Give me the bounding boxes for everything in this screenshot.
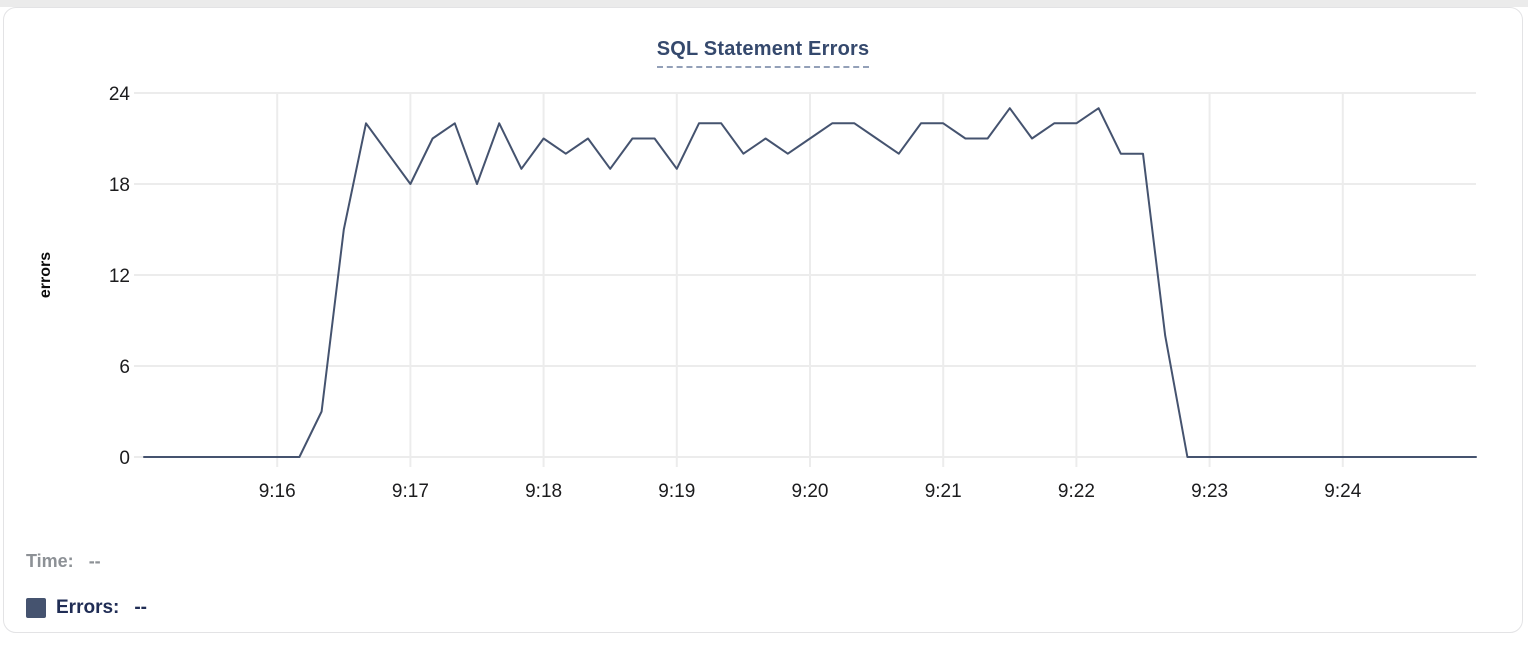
time-readout-label: Time: xyxy=(26,551,74,571)
time-readout-value: -- xyxy=(88,551,101,571)
chart-title[interactable]: SQL Statement Errors xyxy=(656,38,870,68)
svg-text:9:24: 9:24 xyxy=(1324,481,1361,502)
svg-text:9:22: 9:22 xyxy=(1058,481,1095,502)
svg-text:9:19: 9:19 xyxy=(658,481,695,502)
svg-text:0: 0 xyxy=(119,448,130,469)
time-readout-row: Time: -- xyxy=(26,551,101,572)
svg-text:9:23: 9:23 xyxy=(1191,481,1228,502)
svg-text:6: 6 xyxy=(119,357,130,378)
svg-text:9:18: 9:18 xyxy=(525,481,562,502)
svg-text:9:17: 9:17 xyxy=(392,481,429,502)
sql-errors-line-chart[interactable]: 0 6 12 18 24 9:16 9:17 9:18 9:19 9:20 9:21 9:22 9:23… xyxy=(4,8,1528,520)
svg-text:9:21: 9:21 xyxy=(925,481,962,502)
svg-text:24: 24 xyxy=(109,84,131,105)
svg-text:18: 18 xyxy=(109,175,130,196)
errors-readout-value: -- xyxy=(134,597,148,618)
chart-title-wrap: SQL Statement Errors xyxy=(4,38,1522,68)
errors-readout-label: Errors: xyxy=(56,597,120,618)
errors-series-swatch xyxy=(26,598,46,618)
svg-text:12: 12 xyxy=(109,266,130,287)
svg-text:errors: errors xyxy=(37,252,54,298)
svg-text:9:20: 9:20 xyxy=(792,481,829,502)
errors-readout-row: Errors: -- xyxy=(26,597,147,619)
page-top-strip xyxy=(0,0,1528,7)
chart-card: SQL Statement Errors 0 6 12 18 24 9:16 9:17 9:1… xyxy=(3,7,1523,633)
svg-text:9:16: 9:16 xyxy=(259,481,296,502)
